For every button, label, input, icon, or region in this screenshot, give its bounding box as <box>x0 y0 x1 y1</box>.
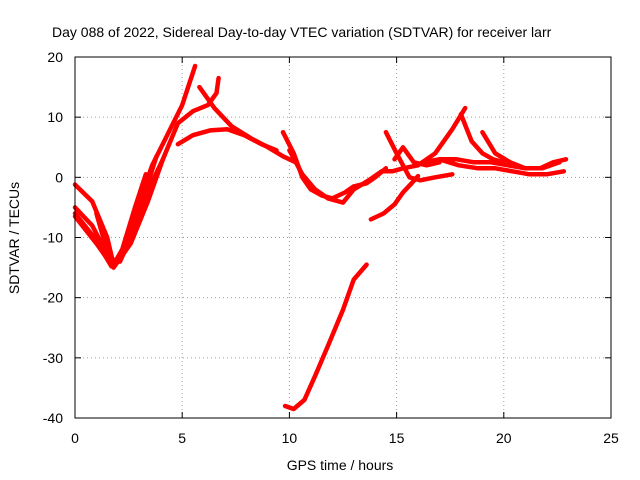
y-tick-label: 0 <box>55 169 63 185</box>
y-tick-label: -20 <box>43 290 63 306</box>
x-tick-labels: 0 5 10 15 20 25 <box>71 430 619 446</box>
data-series <box>72 63 569 412</box>
x-tick-label: 10 <box>282 430 298 446</box>
series-line-s10 <box>368 173 421 222</box>
y-tick-labels: -40 -30 -20 -10 0 10 20 <box>43 49 63 426</box>
grid-lines <box>75 57 611 418</box>
series-line-s9 <box>287 105 468 205</box>
y-tick-label: -40 <box>43 410 63 426</box>
series-line-s5 <box>94 157 166 264</box>
x-tick-label: 15 <box>389 430 405 446</box>
series-line-s6 <box>175 126 279 153</box>
series-line-s7 <box>197 84 299 165</box>
x-tick-label: 0 <box>71 430 79 446</box>
y-tick-label: 20 <box>47 49 63 65</box>
x-axis-label: GPS time / hours <box>287 457 394 473</box>
series-line-s17 <box>282 262 369 412</box>
series-line-s12 <box>392 145 442 168</box>
plot-frame <box>74 56 612 419</box>
y-tick-label: -30 <box>43 350 63 366</box>
x-tick-label: 5 <box>178 430 186 446</box>
x-tick-label: 25 <box>603 430 619 446</box>
x-tick-label: 20 <box>496 430 512 446</box>
y-tick-label: 10 <box>47 109 63 125</box>
y-tick-label: -10 <box>43 230 63 246</box>
y-axis-label: SDTVAR / TECUs <box>6 182 22 294</box>
chart-title: Day 088 of 2022, Sidereal Day-to-day VTE… <box>52 24 552 40</box>
series-line-s15 <box>458 111 507 165</box>
series-line-s16 <box>480 129 569 171</box>
